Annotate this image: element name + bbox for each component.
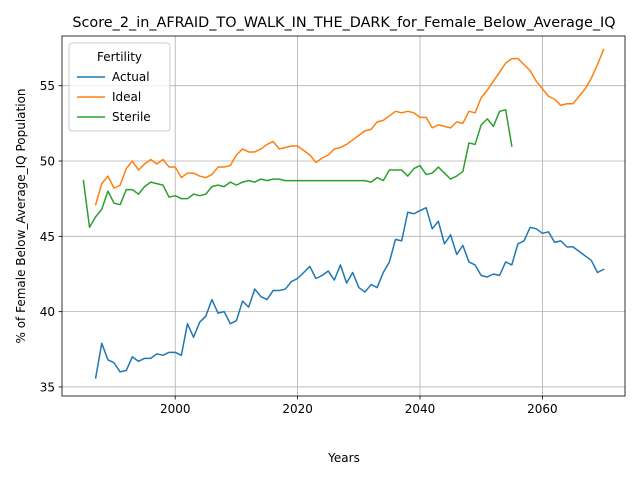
x-tick-label: 2040 xyxy=(405,402,436,416)
series-line-actual xyxy=(94,206,605,379)
y-tick-label: 40 xyxy=(40,305,55,319)
y-tick-label: 35 xyxy=(40,380,55,394)
chart-title: Score_2_in_AFRAID_TO_WALK_IN_THE_DARK_fo… xyxy=(72,15,615,31)
x-tick-label: 2020 xyxy=(282,402,313,416)
series-line-sterile xyxy=(82,109,513,229)
legend: Fertility Actual Ideal Sterile xyxy=(68,42,171,132)
legend-label-actual: Actual xyxy=(112,70,150,84)
y-tick-label: 45 xyxy=(40,230,55,244)
x-tick-label: 2060 xyxy=(527,402,558,416)
y-tick-label: 55 xyxy=(40,79,55,93)
y-tick-label: 50 xyxy=(40,155,55,169)
x-axis-label: Years xyxy=(327,451,360,465)
series-line-ideal xyxy=(94,48,605,206)
legend-label-sterile: Sterile xyxy=(112,110,151,124)
plot-frame xyxy=(61,35,626,397)
y-axis-ticks: 35 40 45 50 55 xyxy=(40,79,62,394)
legend-title: Fertility xyxy=(97,50,142,64)
legend-label-ideal: Ideal xyxy=(112,90,141,104)
x-tick-label: 2000 xyxy=(160,402,191,416)
y-axis-label: % of Female Below_Average_IQ Population xyxy=(14,88,28,343)
x-axis-ticks: 2000 2020 2040 2060 xyxy=(160,396,558,416)
series-layer xyxy=(82,48,605,379)
legend-box xyxy=(68,42,171,132)
